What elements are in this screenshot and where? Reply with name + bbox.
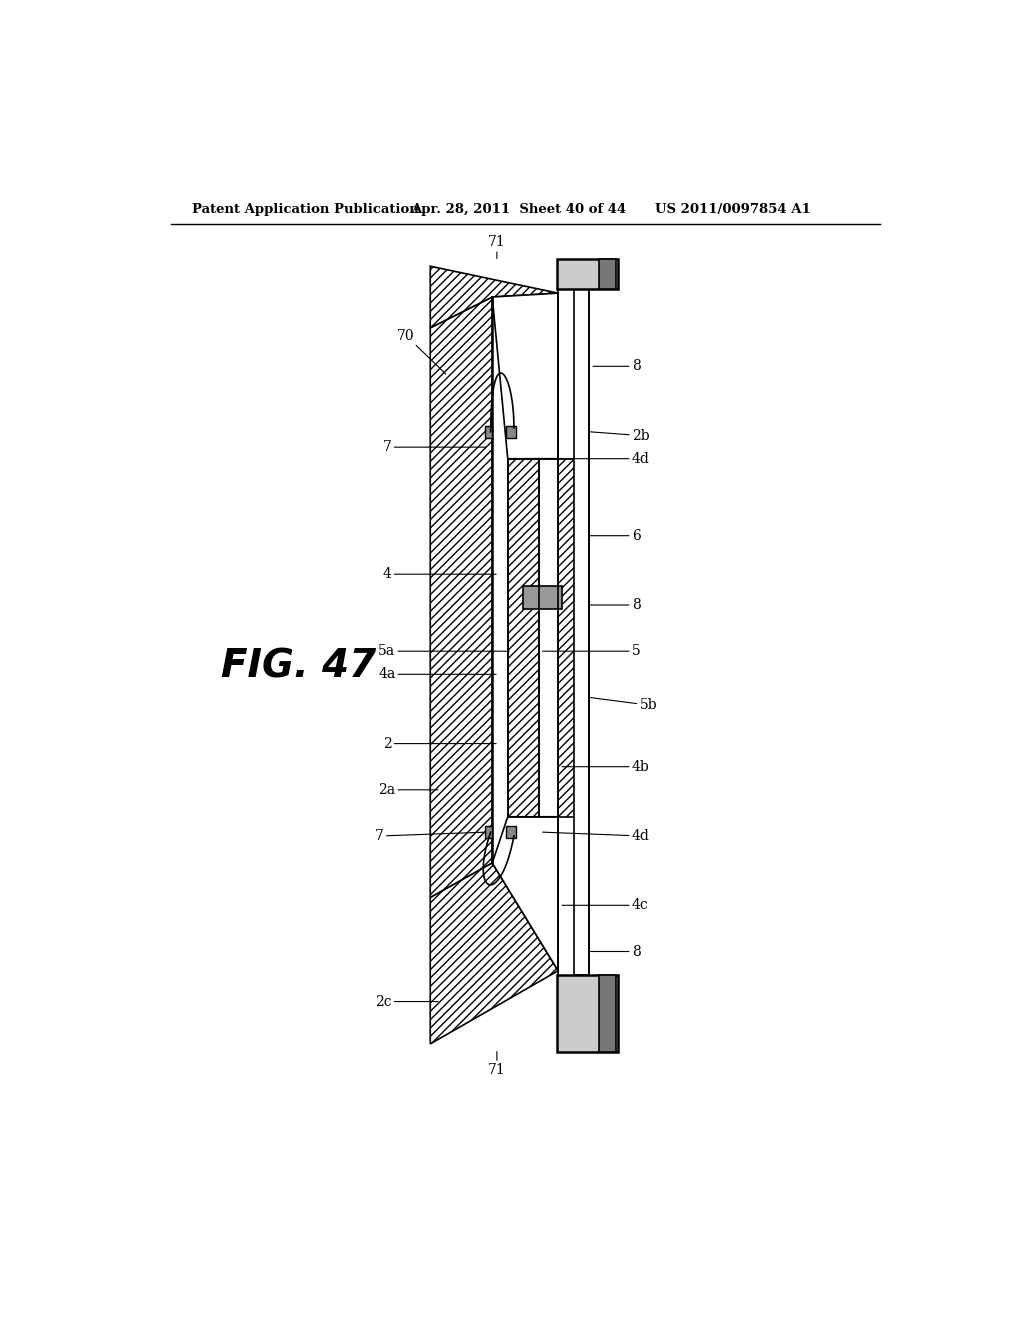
Bar xyxy=(557,974,617,1052)
Polygon shape xyxy=(430,863,558,1044)
Text: 2: 2 xyxy=(383,737,496,751)
Polygon shape xyxy=(508,459,539,817)
Text: 8: 8 xyxy=(593,359,640,374)
Text: 5a: 5a xyxy=(378,644,509,659)
Text: 2c: 2c xyxy=(375,994,438,1008)
Text: FIG. 47: FIG. 47 xyxy=(221,648,376,685)
Text: 71: 71 xyxy=(488,235,506,259)
Polygon shape xyxy=(430,267,558,327)
Bar xyxy=(557,259,617,289)
Text: 5b: 5b xyxy=(589,697,657,711)
Bar xyxy=(506,425,515,438)
Bar xyxy=(573,289,589,974)
Polygon shape xyxy=(430,297,493,898)
Text: 8: 8 xyxy=(589,945,640,958)
Text: 8: 8 xyxy=(589,598,640,612)
Text: 4: 4 xyxy=(383,568,496,581)
Text: 4d: 4d xyxy=(543,829,649,843)
Polygon shape xyxy=(430,297,493,898)
Text: 4a: 4a xyxy=(378,668,496,681)
Text: US 2011/0097854 A1: US 2011/0097854 A1 xyxy=(655,203,811,216)
Bar xyxy=(599,259,616,289)
Text: 2a: 2a xyxy=(378,783,438,797)
Bar xyxy=(506,826,515,838)
Bar xyxy=(599,974,616,1052)
Bar xyxy=(484,425,493,438)
Text: Apr. 28, 2011  Sheet 40 of 44: Apr. 28, 2011 Sheet 40 of 44 xyxy=(411,203,626,216)
Polygon shape xyxy=(493,293,558,459)
Text: 7: 7 xyxy=(375,829,486,843)
Text: 4b: 4b xyxy=(562,760,649,774)
Text: 5: 5 xyxy=(543,644,640,659)
Text: 71: 71 xyxy=(488,1052,506,1077)
Text: 6: 6 xyxy=(589,529,640,543)
Text: 4d: 4d xyxy=(543,451,649,466)
Polygon shape xyxy=(493,817,558,970)
Text: 4c: 4c xyxy=(562,899,648,912)
Bar xyxy=(484,826,493,838)
Text: 2b: 2b xyxy=(589,429,649,442)
Text: 70: 70 xyxy=(397,329,445,374)
Text: Patent Application Publication: Patent Application Publication xyxy=(191,203,418,216)
Text: 7: 7 xyxy=(383,440,486,454)
Bar xyxy=(523,586,562,609)
Polygon shape xyxy=(558,459,589,817)
